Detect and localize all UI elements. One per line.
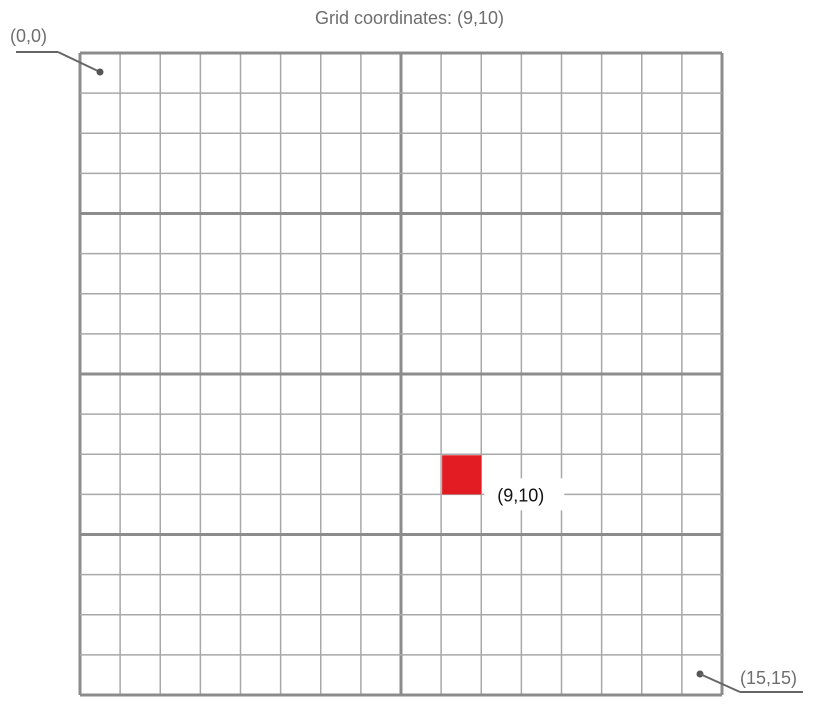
origin-leader-line-diagonal — [57, 51, 101, 73]
origin-label: (0,0) — [10, 26, 47, 46]
end-label: (15,15) — [740, 668, 797, 688]
origin-dot — [96, 68, 104, 76]
highlighted-cell[interactable] — [442, 455, 482, 495]
grid-title: Grid coordinates: (9,10) — [314, 8, 505, 28]
highlight-label-background — [484, 478, 565, 511]
end-leader-line-diagonal — [699, 673, 741, 693]
highlight-label: (9,10) — [497, 485, 544, 505]
